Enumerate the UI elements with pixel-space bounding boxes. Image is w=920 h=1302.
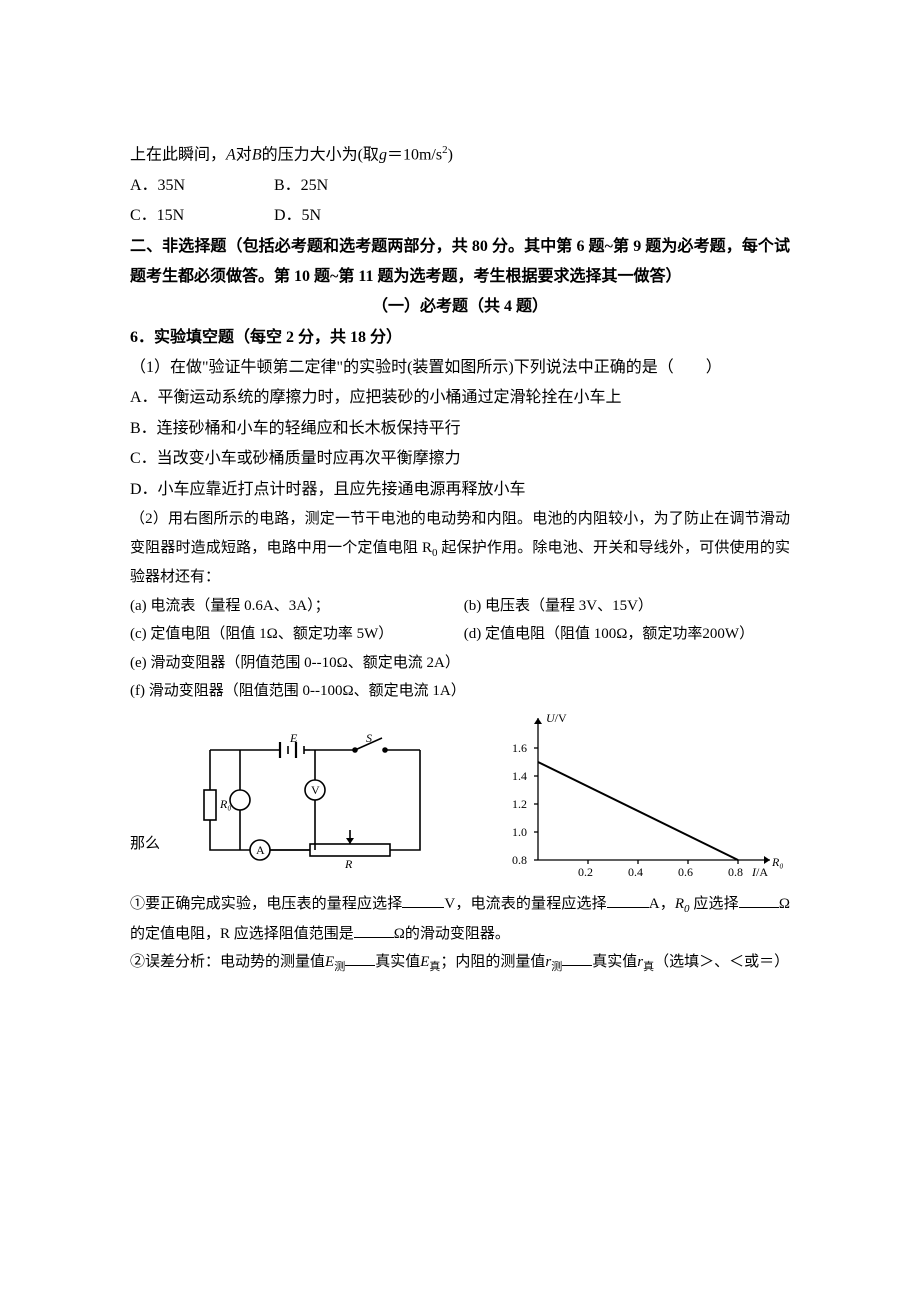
blank <box>562 952 592 967</box>
blank <box>607 893 649 908</box>
ohm-icon: Ω <box>267 626 278 642</box>
var-g: g <box>379 146 387 163</box>
label-A: A <box>256 843 265 857</box>
item-e: (e) 滑动变阻器（阴值范围 0--10Ω、额定电流 2A） <box>130 649 790 678</box>
item-f: (f) 滑动变阻器（阻值范围 0--100Ω、额定电流 1A） <box>130 677 790 706</box>
t: 应选择 <box>693 896 738 912</box>
t: 的定值电阻，R 应选择阻值范围是 <box>130 926 354 942</box>
t: 真实值 <box>375 954 420 970</box>
ohm-icon: Ω <box>337 655 348 671</box>
xt0: 0.2 <box>578 865 593 879</box>
label-S: S <box>366 731 372 745</box>
t: ①要正确完成实验，电压表的量程应选择 <box>130 896 402 912</box>
label-E: E <box>289 731 298 745</box>
ohm-icon: Ω <box>616 626 627 642</box>
q6-cond1: ①要正确完成实验，电压表的量程应选择 V，电流表的量程应选择 A，R0 应选择 Ω 的定… <box>130 890 790 948</box>
t: 的压力大小为(取 <box>262 146 379 163</box>
t: ＝10m/s <box>387 146 442 163</box>
R0-label: R₀ <box>771 855 784 869</box>
t: 、额定电流 1A） <box>354 683 466 699</box>
section2-sub: （一）必考题（共 4 题） <box>130 292 790 322</box>
yt3: 1.4 <box>512 769 527 783</box>
section2-title: 二、非选择题（包括必考题和选考题两部分，共 80 分。其中第 6 题~第 9 题… <box>130 232 790 293</box>
q6-d: D．小车应靠近打点计时器，且应先接通电源再释放小车 <box>130 475 790 505</box>
t: 、额定电流 2A） <box>348 655 460 671</box>
blank <box>345 952 375 967</box>
var-Em: E测 <box>325 954 345 970</box>
xt1: 0.4 <box>628 865 643 879</box>
t: 的滑动变阻器。 <box>405 926 510 942</box>
blank <box>354 923 394 938</box>
item-d: (d) 定值电阻（阻值 100Ω，额定功率200W） <box>464 626 754 642</box>
t: V，电流表的量程应选择 <box>444 896 606 912</box>
q6-b: B．连接砂桶和小车的轻绳应和长木板保持平行 <box>130 414 790 444</box>
blank <box>739 893 779 908</box>
circuit-diagram: E S V A R₀ R <box>190 730 450 870</box>
t: (e) 滑动变阻器（阴值范围 0--10 <box>130 655 337 671</box>
q5-opt-d: D．5N <box>274 201 321 231</box>
nm-label: 那么 <box>130 830 160 859</box>
t: 、额定功率 5W） <box>278 626 393 642</box>
var-rm: r测 <box>545 954 562 970</box>
q6-a: A．平衡运动系统的摩擦力时，应把装砂的小桶通过定滑轮拴在小车上 <box>130 383 790 413</box>
xt3: 0.8 <box>728 865 743 879</box>
t: 对 <box>236 146 252 163</box>
q6-c: C．当改变小车或砂桶质量时应再次平衡摩擦力 <box>130 444 790 474</box>
blank <box>402 893 444 908</box>
item-cd: (c) 定值电阻（阻值 1Ω、额定功率 5W） (d) 定值电阻（阻值 100Ω… <box>130 620 790 649</box>
var-Et: E真 <box>420 954 440 970</box>
t: 真实值 <box>592 954 637 970</box>
yt1: 1.0 <box>512 825 527 839</box>
q6-p2: （2）用右图所示的电路，测定一节干电池的电动势和内阻。电池的内阻较小，为了防止在… <box>130 505 790 592</box>
t: (d) 定值电阻（阻值 100 <box>464 626 617 642</box>
var-B: B <box>252 146 262 163</box>
figure-row: 那么 <box>130 710 790 890</box>
label-R0: R₀ <box>219 797 232 811</box>
q5-opt-b: B．25N <box>274 171 328 201</box>
uv-graph: 0.8 1.0 1.2 1.4 1.6 0.2 0.4 0.6 0.8 U/V … <box>500 710 790 885</box>
q5-opt-c: C．15N <box>130 201 270 231</box>
ylabel: U/V <box>546 711 567 725</box>
item-b: (b) 电压表（量程 3V、15V） <box>464 598 653 614</box>
var-A: A <box>226 146 236 163</box>
t: ) <box>448 146 453 163</box>
item-a: (a) 电流表（量程 0.6A、3A）； <box>130 592 460 621</box>
var-rt: r真 <box>637 954 654 970</box>
t: A， <box>649 896 675 912</box>
q5-stem-cont: 上在此瞬间，A对B的压力大小为(取g＝10m/s2) <box>130 140 790 171</box>
label-R: R <box>344 857 353 870</box>
yt2: 1.2 <box>512 797 527 811</box>
q5-opt-a: A．35N <box>130 171 270 201</box>
t: (f) 滑动变阻器（阻值范围 0--100 <box>130 683 342 699</box>
q6-p1: （1）在做"验证牛顿第二定律"的实验时(装置如图所示)下列说法中正确的是（ ） <box>130 353 790 383</box>
item-c: (c) 定值电阻（阻值 1Ω、额定功率 5W） <box>130 620 460 649</box>
q5-row1: A．35N B．25N <box>130 171 790 201</box>
t: 上在此瞬间， <box>130 146 226 163</box>
t: ②误差分析：电动势的测量值 <box>130 954 325 970</box>
var-R0: R0 <box>675 896 690 912</box>
t: ；内阻的测量值 <box>440 954 545 970</box>
label-V: V <box>311 783 320 797</box>
q6-head: 6．实验填空题（每空 2 分，共 18 分） <box>130 323 790 353</box>
t: （选填＞、＜或＝） <box>654 954 789 970</box>
ohm-icon: Ω <box>394 926 405 942</box>
xlabel: I/A <box>751 865 768 879</box>
t: ，额定功率200W） <box>627 626 754 642</box>
q5-row2: C．15N D．5N <box>130 201 790 231</box>
ohm-icon: Ω <box>342 683 353 699</box>
yt0: 0.8 <box>512 853 527 867</box>
xt2: 0.6 <box>678 865 693 879</box>
yt4: 1.6 <box>512 741 527 755</box>
ohm-icon: Ω <box>779 896 790 912</box>
q6-cond2: ②误差分析：电动势的测量值E测真实值E真；内阻的测量值r测真实值r真（选填＞、＜… <box>130 948 790 978</box>
item-ab: (a) 电流表（量程 0.6A、3A）； (b) 电压表（量程 3V、15V） <box>130 592 790 621</box>
t: (c) 定值电阻（阻值 1 <box>130 626 267 642</box>
